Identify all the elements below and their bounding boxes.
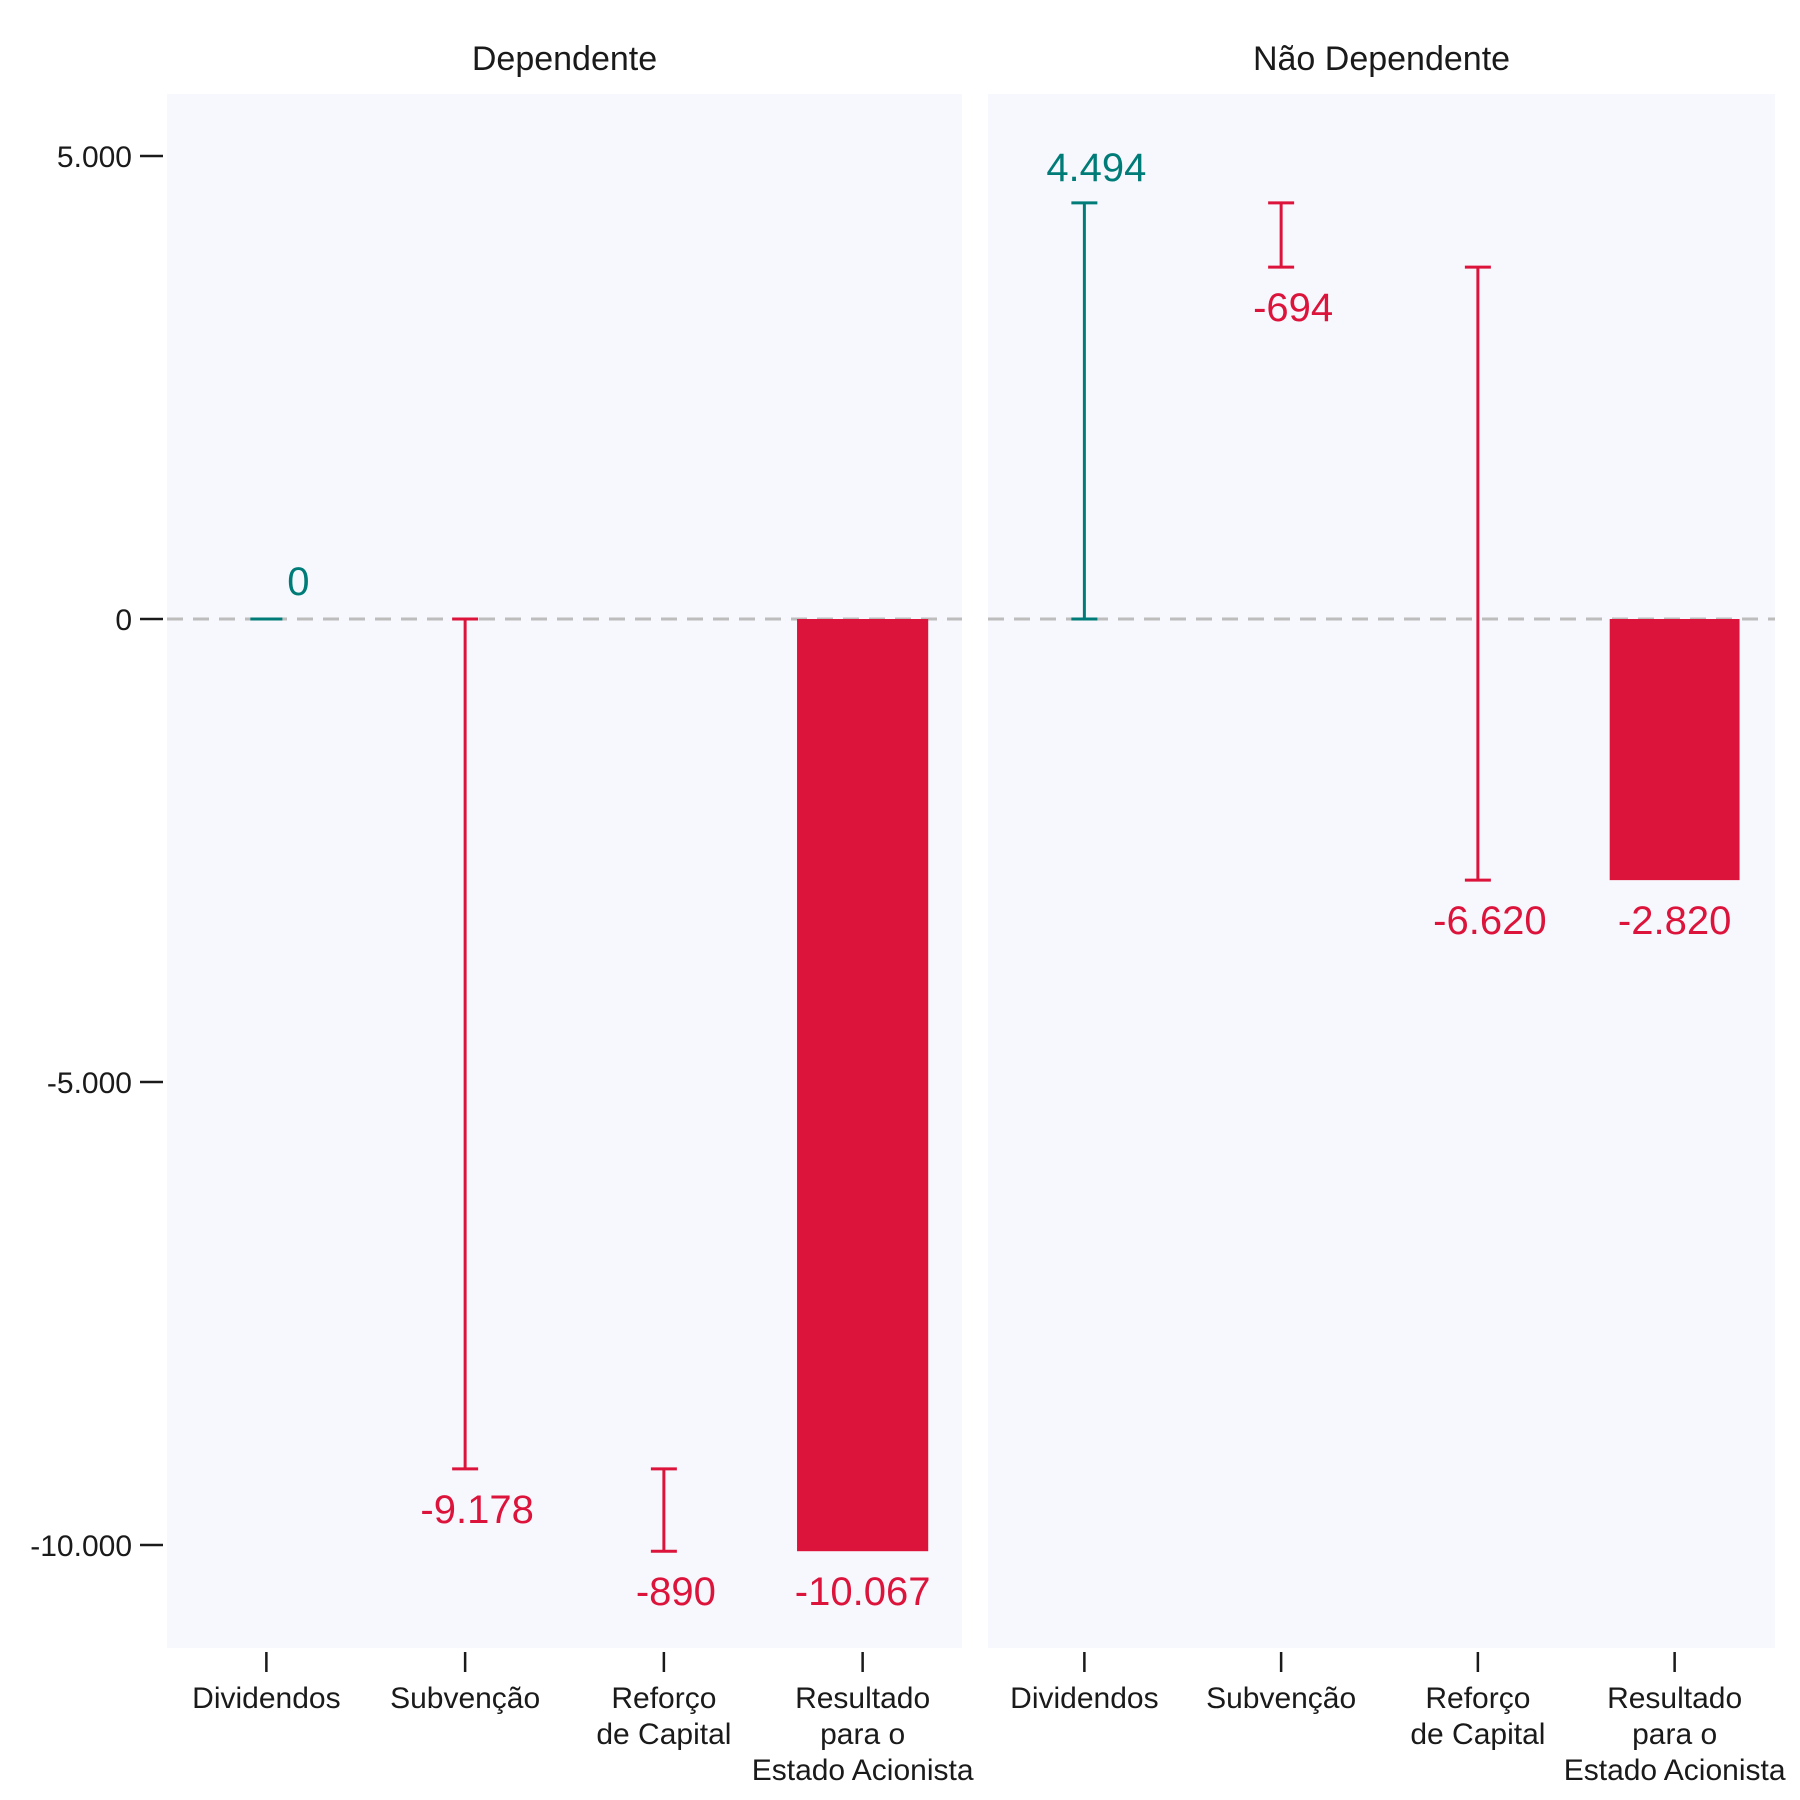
y-tick-label: 0 <box>115 604 132 637</box>
x-tick-label: Reforço de Capital <box>596 1682 731 1751</box>
data-label: -890 <box>636 1570 716 1614</box>
waterfall-step <box>452 617 479 1471</box>
total-bar <box>797 619 929 1552</box>
y-tick-label: -5.000 <box>47 1067 132 1100</box>
data-label: -6.620 <box>1433 899 1546 943</box>
data-label: 0 <box>287 560 309 604</box>
y-tick-label: 5.000 <box>57 141 132 174</box>
x-tick-label: Subvenção <box>390 1682 540 1715</box>
waterfall-step <box>1071 201 1098 621</box>
total-bar <box>1609 619 1740 881</box>
x-tick-label: Reforço de Capital <box>1410 1682 1545 1751</box>
facet-title: Não Dependente <box>1253 40 1510 78</box>
x-tick-label: Dividendos <box>1010 1682 1158 1715</box>
data-label: -10.067 <box>795 1570 931 1614</box>
x-tick-label: Resultado para o Estado Acionista <box>752 1682 974 1787</box>
waterfall-step <box>1464 265 1491 882</box>
data-label: -9.178 <box>420 1488 533 1532</box>
x-tick-label: Resultado para o Estado Acionista <box>1564 1682 1786 1787</box>
x-tick-label: Dividendos <box>192 1682 340 1715</box>
data-label: -694 <box>1253 286 1333 330</box>
data-label: 4.494 <box>1046 146 1146 190</box>
waterfall-step <box>1268 201 1295 269</box>
x-tick-label: Subvenção <box>1206 1682 1356 1715</box>
data-label: -2.820 <box>1618 899 1731 943</box>
facet-title: Dependente <box>472 40 657 78</box>
y-tick-label: -10.000 <box>30 1530 132 1563</box>
waterfall-step <box>650 1467 677 1553</box>
